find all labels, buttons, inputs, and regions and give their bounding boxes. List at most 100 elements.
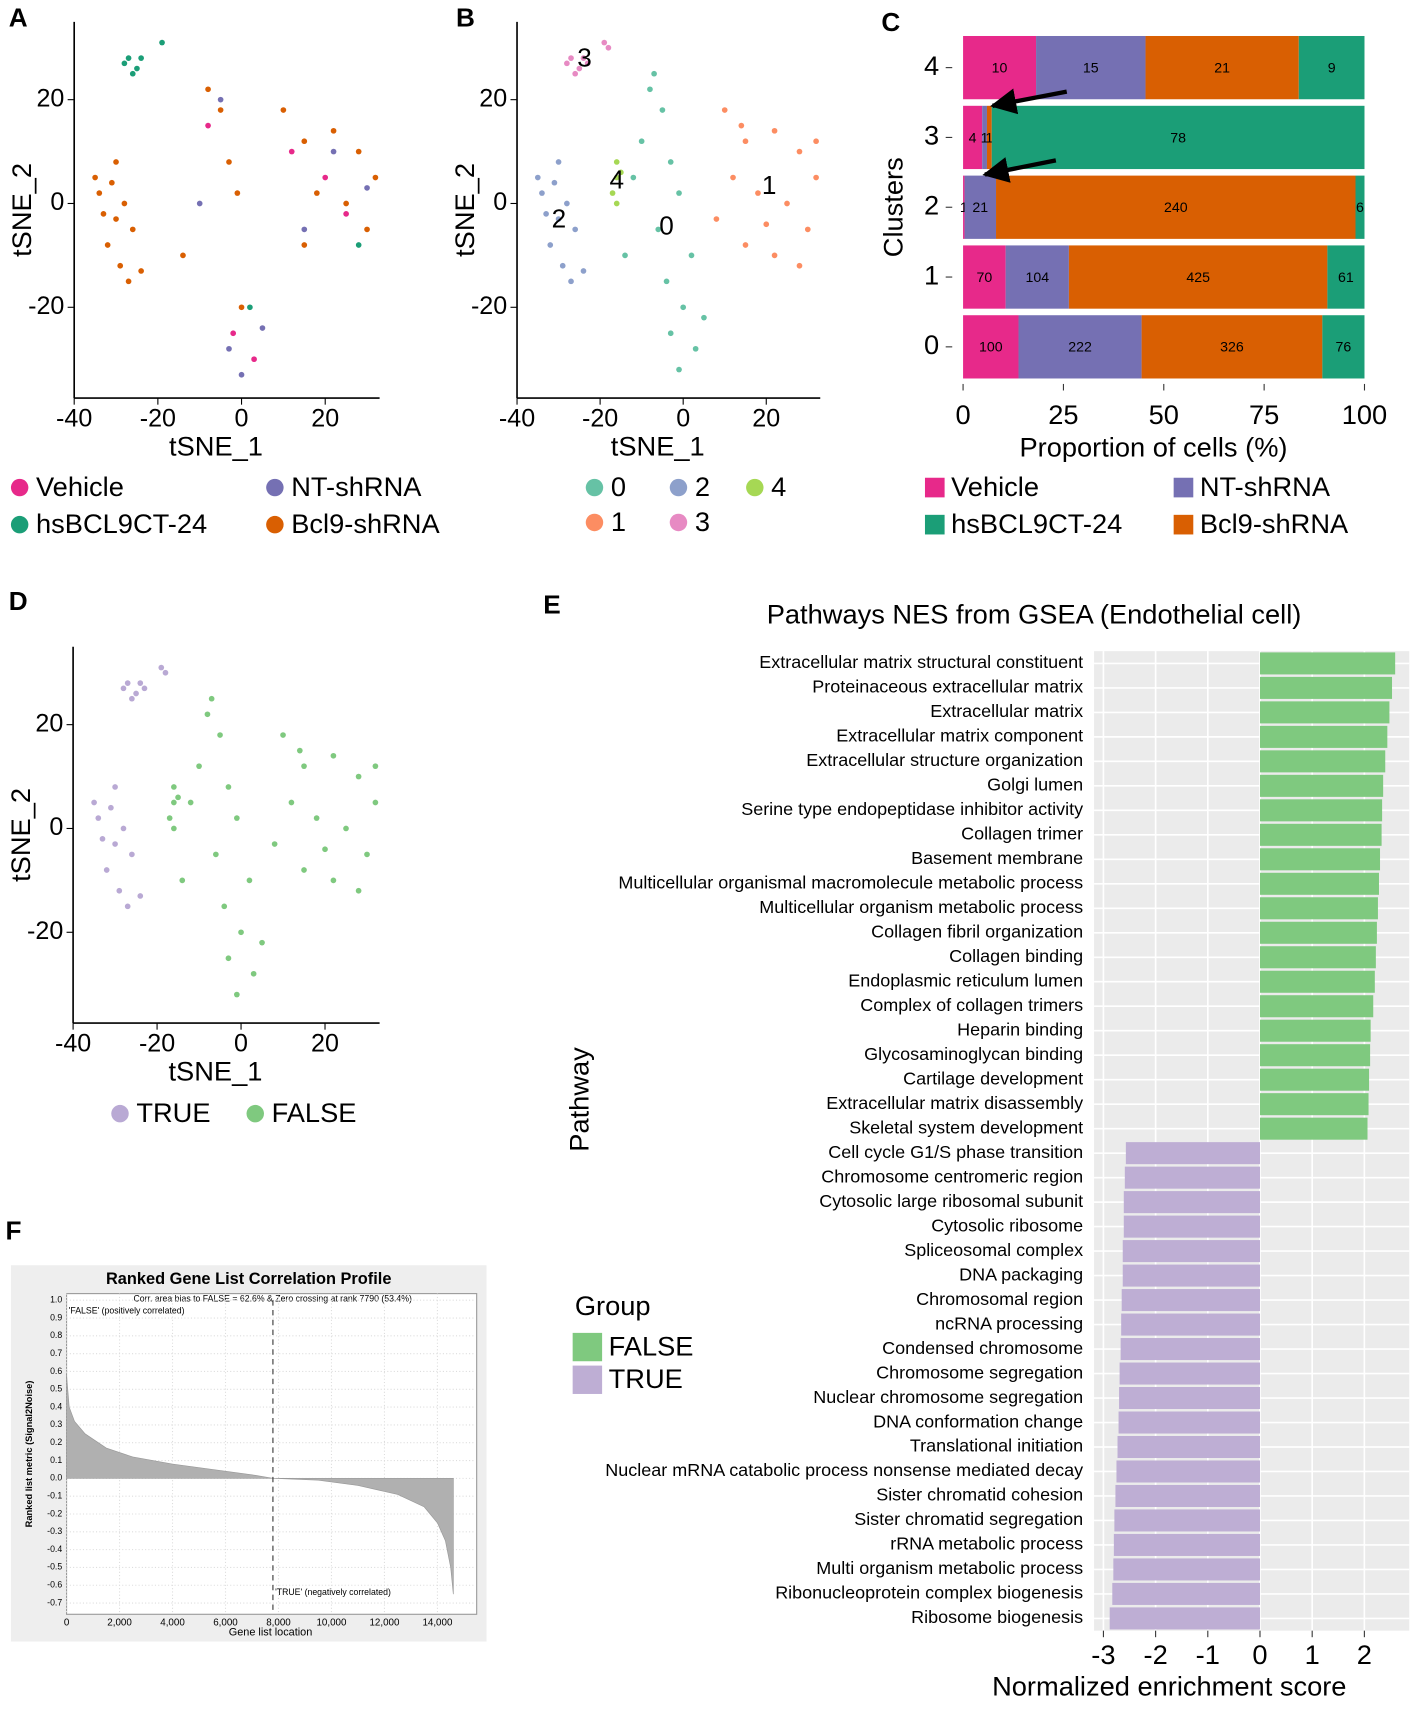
point	[301, 138, 308, 145]
point	[638, 138, 645, 145]
x-tick-label: 0	[676, 405, 690, 433]
point	[250, 970, 257, 977]
point	[137, 893, 144, 899]
bar-segment	[986, 105, 992, 170]
data-label: 1	[960, 200, 968, 216]
y-tick-label: 0	[50, 188, 64, 216]
point	[205, 86, 211, 93]
y-tick-label: 0.3	[50, 1419, 62, 1429]
cluster-label: 4	[609, 165, 624, 195]
y-axis-title: tSNE_2	[5, 788, 36, 882]
bar	[1116, 1460, 1260, 1483]
point	[99, 836, 106, 842]
point	[301, 226, 308, 233]
point	[688, 252, 695, 259]
point	[234, 190, 241, 196]
legend-label: TRUE	[609, 1363, 683, 1394]
y-tick-label: 1.0	[50, 1295, 62, 1305]
chart-title: Pathways NES from GSEA (Endothelial cell…	[767, 598, 1302, 629]
point	[721, 107, 728, 113]
point	[622, 252, 628, 259]
legend-swatch	[924, 477, 945, 498]
bar	[1112, 1582, 1260, 1605]
y-tick-label: Chromosome centromeric region	[821, 1166, 1083, 1186]
x-tick-label: -20	[139, 1030, 175, 1058]
point	[701, 314, 707, 321]
x-tick-label: 0	[955, 399, 970, 430]
point	[613, 174, 620, 181]
point	[196, 200, 203, 207]
y-tick-label: Nuclear mRNA catabolic process nonsense …	[605, 1460, 1083, 1480]
y-tick-label: Nuclear chromosome segregation	[813, 1387, 1083, 1407]
legend-swatch	[746, 478, 764, 497]
point	[158, 664, 165, 671]
legend-swatch	[572, 1332, 603, 1362]
point	[313, 815, 320, 821]
point	[322, 846, 328, 853]
bar	[1259, 872, 1379, 895]
y-tick-label: -20	[28, 292, 64, 320]
point	[680, 304, 687, 311]
x-tick-label: 2,000	[107, 1618, 132, 1629]
data-label: 21	[1214, 60, 1230, 76]
y-tick-label: -0.5	[47, 1562, 62, 1572]
x-axis-title: tSNE_1	[169, 430, 263, 461]
point	[301, 242, 308, 248]
y-tick-label: Ribonucleoprotein complex biogenesis	[775, 1583, 1083, 1603]
point	[141, 685, 148, 692]
bar	[1259, 823, 1382, 846]
panel-f-plot-area	[66, 1293, 478, 1615]
point	[784, 200, 790, 207]
bar	[1259, 1068, 1370, 1091]
point	[129, 226, 136, 233]
y-tick-label: 0.9	[50, 1312, 62, 1322]
bar-segment	[1327, 245, 1365, 309]
y-tick-label: rRNA metabolic process	[890, 1534, 1083, 1554]
legend-swatch	[266, 515, 284, 534]
bar-segment	[1145, 35, 1299, 100]
point	[137, 680, 144, 686]
x-tick-label: 25	[1048, 399, 1078, 430]
data-label: 21	[972, 200, 988, 216]
point	[225, 955, 232, 962]
legend-label: hsBCL9CT-24	[951, 508, 1122, 539]
y-tick-label: 0.0	[50, 1473, 62, 1483]
y-tick-label: 0	[493, 188, 507, 216]
legend-swatch	[669, 478, 688, 497]
point	[217, 107, 224, 113]
y-tick-label: DNA packaging	[959, 1264, 1083, 1284]
point	[576, 65, 583, 72]
y-axis-title: Pathway	[564, 1047, 595, 1152]
point	[205, 122, 211, 129]
y-tick-label: Spliceosomal complex	[904, 1240, 1083, 1260]
x-axis-title: tSNE_1	[611, 430, 705, 461]
point	[555, 159, 562, 165]
bar	[1259, 1044, 1371, 1067]
data-label: 326	[1220, 340, 1244, 356]
bar	[1259, 652, 1396, 675]
bar	[1120, 1338, 1260, 1361]
point	[618, 169, 624, 176]
y-tick-label: -0.1	[47, 1490, 62, 1500]
point	[813, 138, 819, 145]
point	[204, 711, 211, 718]
legend-swatch	[924, 514, 945, 535]
point	[651, 70, 657, 77]
point	[372, 763, 379, 770]
y-tick-label: -0.7	[47, 1597, 62, 1607]
y-tick-label: Translational initiation	[910, 1436, 1083, 1456]
point	[364, 226, 370, 233]
point	[601, 39, 608, 46]
x-tick-label: 0	[1252, 1639, 1267, 1670]
point	[251, 356, 257, 363]
legend-label: TRUE	[136, 1097, 210, 1128]
point	[796, 262, 803, 269]
panel-label: C	[881, 7, 900, 37]
point	[246, 877, 253, 884]
panel-label: D	[9, 586, 28, 616]
y-tick-label: Extracellular matrix structural constitu…	[759, 652, 1083, 672]
cluster-label: 3	[577, 42, 592, 72]
point	[271, 841, 278, 847]
y-tick-label: Proteinaceous extracellular matrix	[812, 677, 1083, 697]
y-tick-label: 4	[924, 50, 939, 81]
